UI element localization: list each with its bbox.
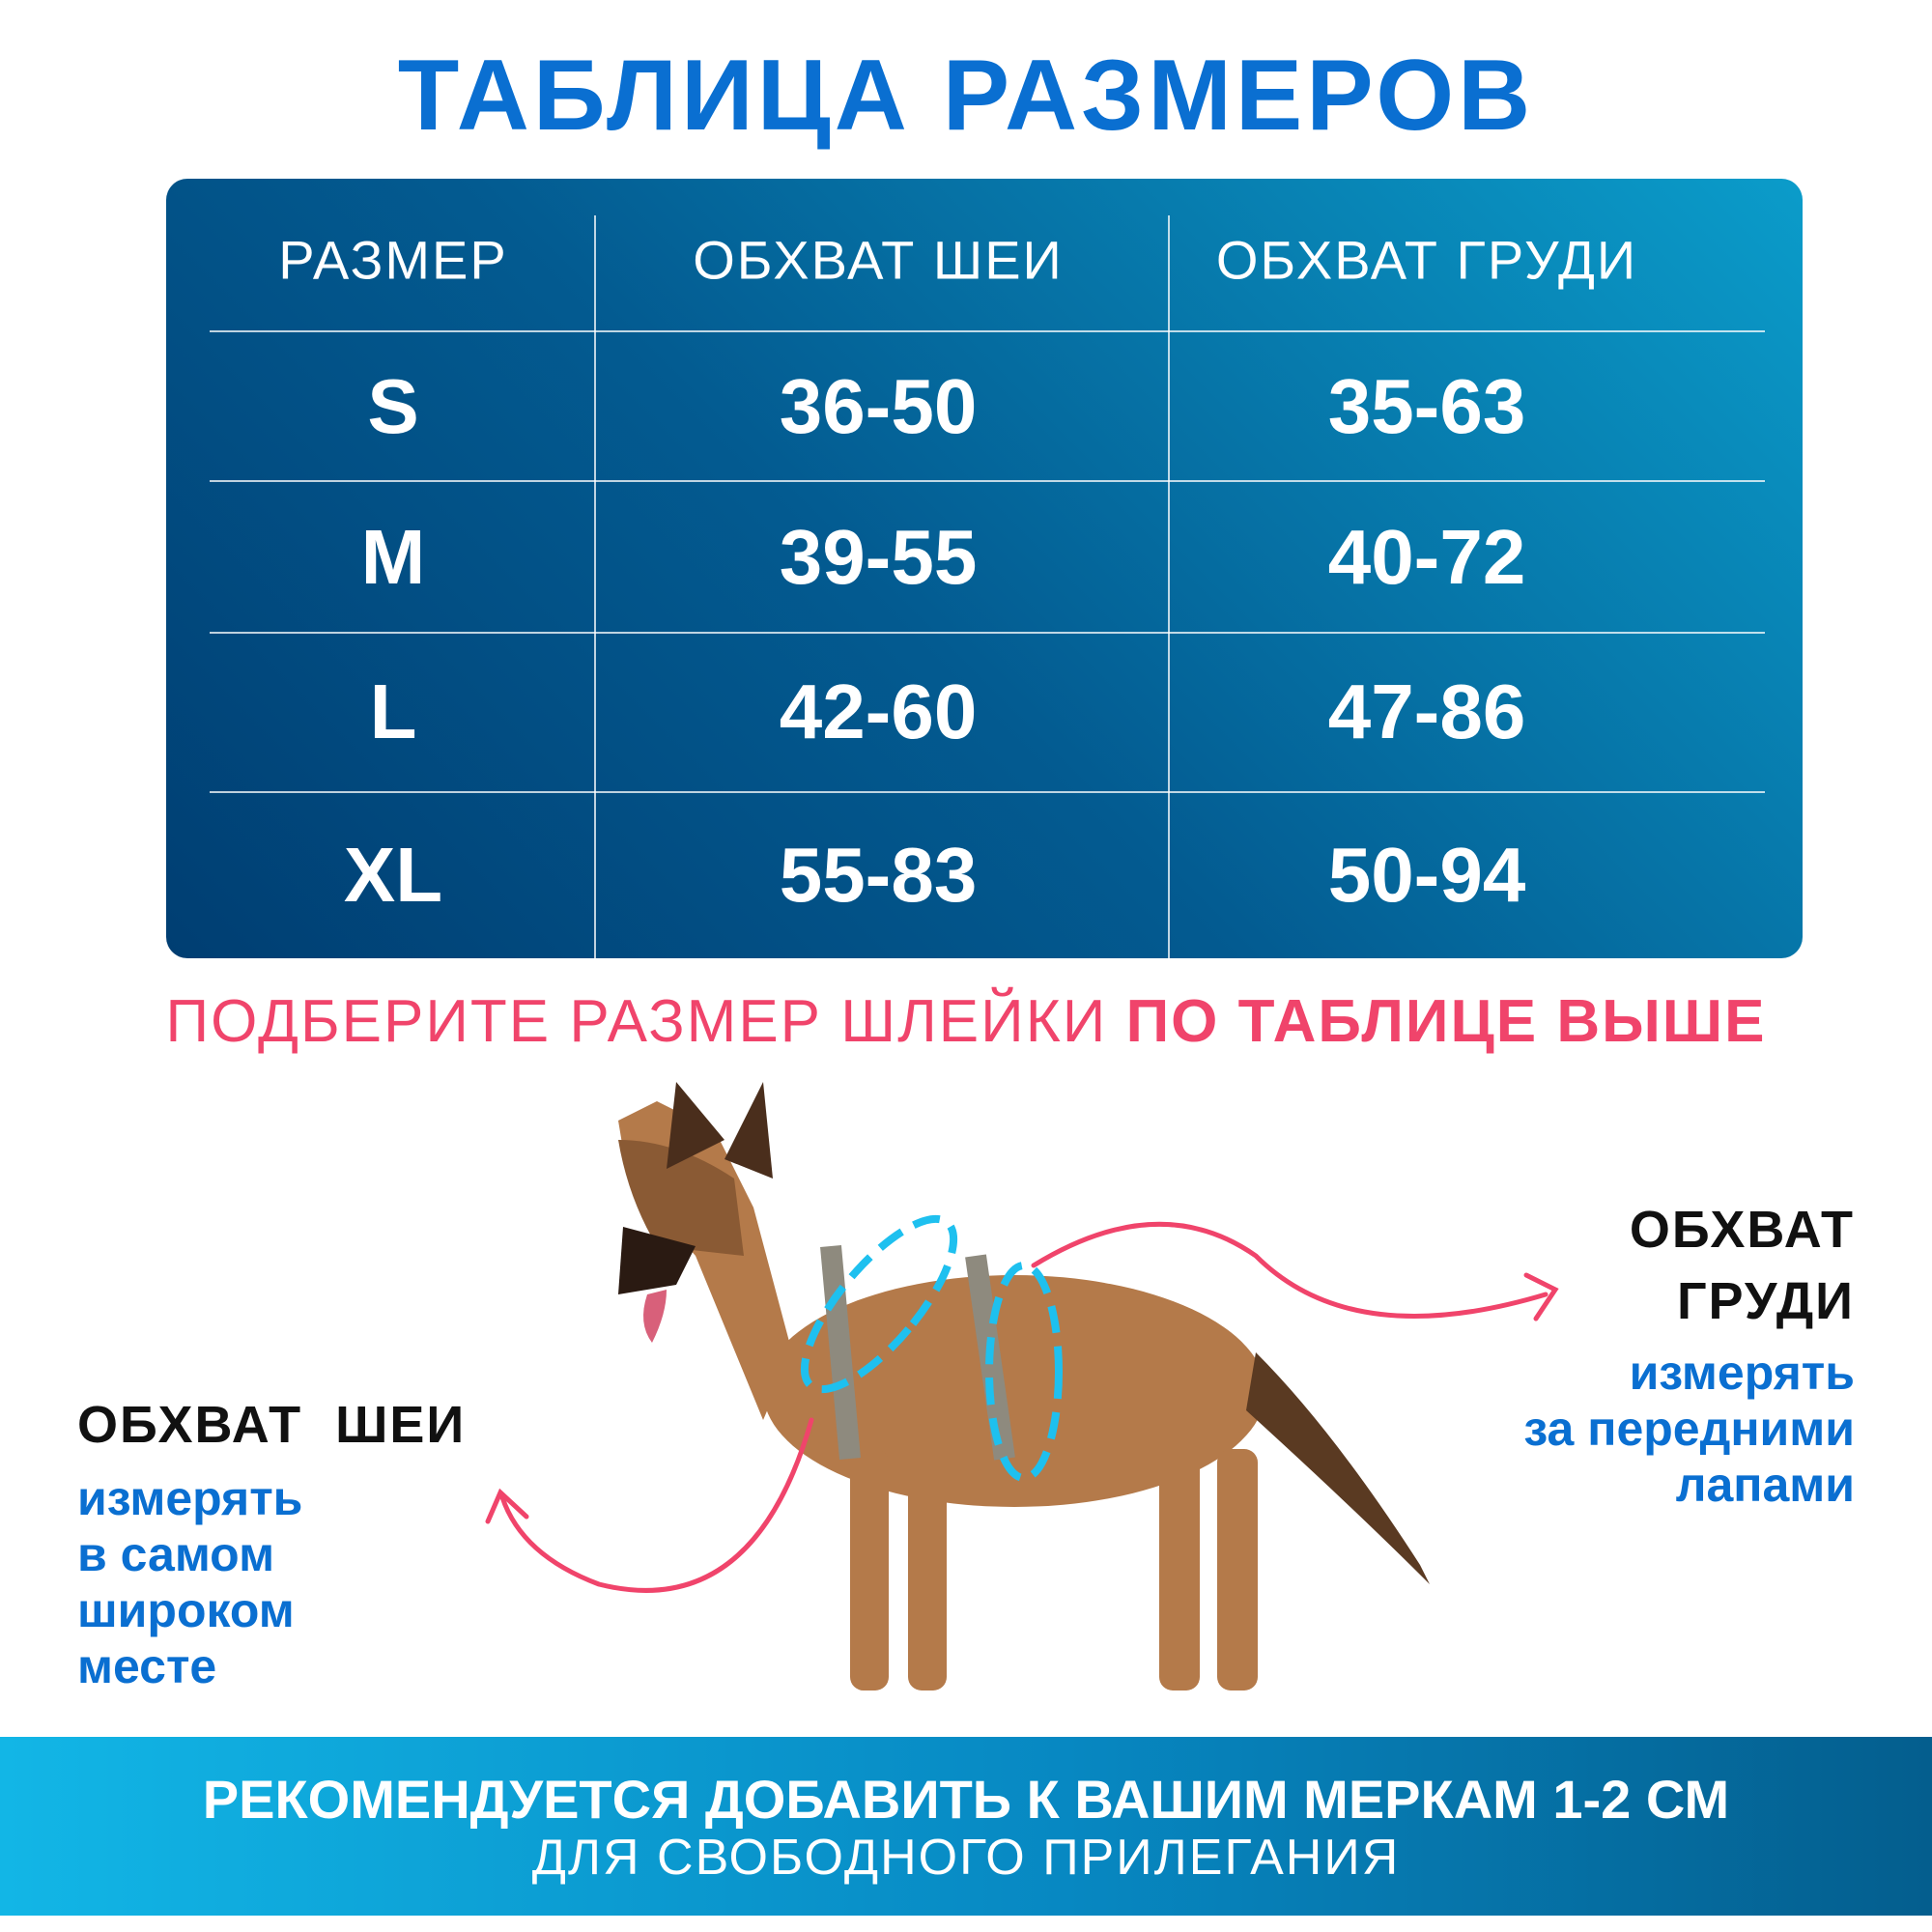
subtitle-emphasis: ПО ТАБЛИЦЕ ВЫШЕ	[1125, 988, 1767, 1055]
header-cell: ОБХВАТ ШЕИ	[693, 229, 1064, 291]
row-divider	[210, 632, 1765, 634]
neck-note: широком	[77, 1583, 295, 1637]
chest-note: измерять	[1629, 1346, 1855, 1400]
chest-title-line: ОБХВАТ	[1629, 1201, 1855, 1259]
chest-title-line: ГРУДИ	[1676, 1272, 1855, 1330]
table-cell: M	[360, 514, 426, 600]
header-cell: РАЗМЕР	[278, 229, 508, 291]
table-cell: 36-50	[779, 363, 978, 449]
title: ТАБЛИЦА РАЗМЕРОВ	[397, 40, 1535, 152]
neck-note: в самом	[77, 1527, 275, 1581]
chest-notes: измерять за передними лапами	[1523, 1345, 1855, 1513]
row-divider	[210, 480, 1765, 482]
row-divider	[210, 791, 1765, 793]
table-cell: XL	[343, 832, 443, 918]
table-cell: 35-63	[1327, 363, 1526, 449]
col-divider	[594, 215, 596, 958]
row-divider	[210, 330, 1765, 332]
col-divider	[1168, 215, 1170, 958]
size-table: РАЗМЕР ОБХВАТ ШЕИ ОБХВАТ ГРУДИ S 36-50 35-63 M…	[166, 179, 1803, 958]
footer-band	[0, 1737, 1932, 1916]
footer-line: РЕКОМЕНДУЕТСЯ ДОБАВИТЬ К ВАШИМ МЕРКАМ 1-…	[202, 1769, 1730, 1830]
chest-note: лапами	[1675, 1458, 1855, 1512]
chest-note: за передними	[1523, 1402, 1855, 1456]
table-cell: 39-55	[779, 514, 978, 600]
table-cell: 55-83	[779, 832, 978, 918]
table-cell: L	[369, 668, 417, 754]
neck-notes: измерять в самом широком месте	[77, 1470, 302, 1694]
dog	[618, 1082, 1430, 1690]
neck-note: измерять	[77, 1471, 303, 1525]
footer-line: ДЛЯ СВОБОДНОГО ПРИЛЕГАНИЯ	[531, 1830, 1401, 1886]
table-cell: 40-72	[1327, 514, 1526, 600]
subtitle: ПОДБЕРИТЕ РАЗМЕР ШЛЕЙКИ ПО ТАБЛИЦЕ ВЫШЕ	[0, 987, 1932, 1056]
neck-title: ОБХВАТ ШЕИ	[77, 1396, 467, 1454]
table-cell: 42-60	[779, 668, 978, 754]
subtitle-text: ПОДБЕРИТЕ РАЗМЕР ШЛЕЙКИ	[165, 988, 1108, 1055]
table-cell: 47-86	[1327, 668, 1526, 754]
chest-title: ОБХВАТ ГРУДИ	[1630, 1194, 1855, 1337]
arrows	[485, 1221, 1559, 1593]
header-cell: ОБХВАТ ГРУДИ	[1215, 229, 1638, 291]
table-cell: 50-94	[1327, 832, 1526, 918]
table-cell: S	[367, 363, 419, 449]
neck-note: месте	[77, 1639, 217, 1693]
